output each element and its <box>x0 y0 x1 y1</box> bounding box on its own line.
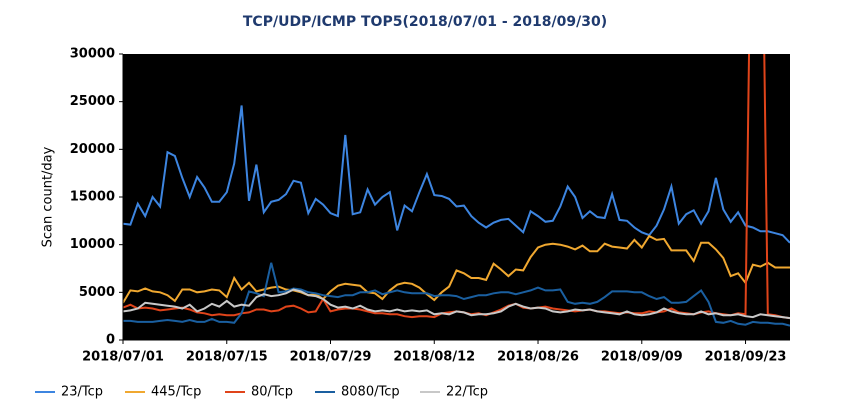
legend-label: 22/Tcp <box>446 385 488 400</box>
y-tick-label: 10000 <box>70 237 115 252</box>
y-tick-label: 5000 <box>79 285 115 300</box>
x-tick-label: 2018/07/29 <box>290 350 372 365</box>
legend-label: 8080/Tcp <box>341 385 400 400</box>
x-tick-label: 2018/09/23 <box>705 350 787 365</box>
y-tick-label: 30000 <box>70 47 115 62</box>
x-tick-label: 2018/08/12 <box>393 350 475 365</box>
plot-lines <box>123 54 790 327</box>
legend-label: 445/Tcp <box>151 385 201 400</box>
y-tick-label: 25000 <box>70 94 115 109</box>
x-tick-label: 2018/07/15 <box>186 350 268 365</box>
x-tick-label: 2018/09/09 <box>601 350 683 365</box>
plot-background <box>123 54 790 340</box>
series-line <box>123 234 790 304</box>
legend-label: 23/Tcp <box>61 385 103 400</box>
legend-label: 80/Tcp <box>251 385 293 400</box>
series-line <box>123 105 790 244</box>
chart-title: TCP/UDP/ICMP TOP5(2018/07/01 - 2018/09/3… <box>243 14 607 30</box>
y-tick-label: 20000 <box>70 142 115 157</box>
y-tick-label: 15000 <box>70 190 115 205</box>
series-line <box>123 262 790 327</box>
series-line <box>123 288 790 320</box>
x-tick-label: 2018/07/01 <box>82 350 164 365</box>
y-axis-label: Scan count/day <box>41 146 56 247</box>
x-tick-label: 2018/08/26 <box>497 350 579 365</box>
y-tick-label: 0 <box>106 333 115 348</box>
